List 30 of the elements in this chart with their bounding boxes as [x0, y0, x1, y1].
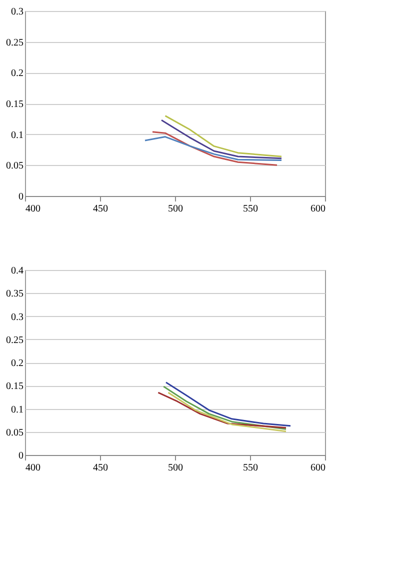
x-tick-label: 400	[26, 462, 40, 474]
x-tick-label: 400	[26, 204, 40, 214]
line-series	[157, 392, 287, 428]
x-tick-label: 600	[310, 204, 326, 214]
y-tick-label: 0	[18, 450, 24, 462]
y-tick-label: 0.05	[6, 160, 24, 172]
y-tick-label: 0.1	[11, 404, 24, 416]
y-tick-label: 0.15	[6, 381, 24, 392]
x-tick-label: 550	[243, 204, 258, 214]
y-tick-label: 0	[18, 192, 24, 202]
x-tick-label: 600	[310, 462, 326, 474]
y-tick-label: 0.4	[11, 266, 24, 276]
y-tick-label: 0.3	[11, 6, 24, 18]
x-tick-label: 500	[168, 204, 183, 214]
y-tick-label: 0.35	[6, 288, 24, 300]
y-tick-label: 0.25	[6, 37, 24, 48]
y-tick-label: 0.15	[6, 99, 24, 110]
line-series	[144, 136, 282, 161]
y-tick-label: 0.25	[6, 334, 24, 346]
line-series	[152, 131, 278, 166]
line-series	[168, 392, 287, 432]
y-tick-label: 0.2	[11, 68, 24, 80]
x-tick-label: 450	[93, 204, 108, 214]
y-tick-label: 0.1	[11, 130, 24, 141]
y-tick-label: 0.05	[6, 427, 24, 438]
x-tick-label: 550	[243, 462, 258, 474]
y-tick-label: 0.3	[11, 312, 24, 323]
x-tick-label: 450	[93, 462, 108, 474]
y-tick-label: 0.2	[11, 358, 24, 369]
x-tick-label: 500	[168, 462, 183, 474]
